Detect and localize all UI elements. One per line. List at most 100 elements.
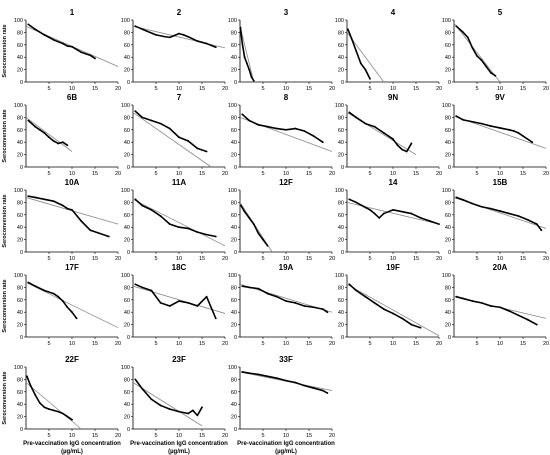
trend-line <box>132 285 226 314</box>
data-point <box>359 62 362 65</box>
data-point <box>43 33 46 36</box>
x-tick-label: 20 <box>222 341 228 347</box>
trend-line <box>346 283 440 337</box>
x-tick-label: 15 <box>199 171 205 177</box>
data-point <box>243 210 246 213</box>
y-tick-label: 100 <box>14 273 23 279</box>
data-point <box>187 412 190 415</box>
x-tick-label: 20 <box>436 86 442 92</box>
data-point <box>80 51 83 54</box>
x-tick-label: 10 <box>69 171 75 177</box>
data-point <box>508 212 511 215</box>
data-point <box>262 238 264 241</box>
chart-panel-6B: 6B 0 20 40 60 80 100 5 10 15 20 Seroconversion rate <box>2 93 121 177</box>
y-tick-label: 100 <box>228 273 237 279</box>
data-curve <box>27 23 96 60</box>
x-tick-label: 10 <box>390 256 396 262</box>
data-point <box>499 306 501 309</box>
data-point <box>196 231 199 234</box>
y-tick-label: 0 <box>341 335 344 341</box>
data-point <box>159 302 162 304</box>
panel-title: 11A <box>172 178 186 187</box>
data-point <box>168 127 171 130</box>
y-tick-label: 80 <box>445 30 451 36</box>
x-tick-label: 15 <box>306 86 312 92</box>
trend-line <box>25 117 73 152</box>
chart-panel-19F: 19F 0 20 40 60 80 100 5 10 15 20 <box>335 263 442 347</box>
x-tick-label: 15 <box>199 341 205 347</box>
data-curve <box>27 119 68 146</box>
y-tick-label: 20 <box>124 415 130 421</box>
data-curve <box>348 198 440 225</box>
y-tick-label: 40 <box>17 402 23 408</box>
data-point <box>466 36 469 39</box>
x-tick-label: 10 <box>283 171 289 177</box>
y-tick-label: 60 <box>124 298 130 304</box>
data-point <box>321 141 324 144</box>
data-point <box>522 135 524 137</box>
x-tick-label: 15 <box>413 341 419 347</box>
y-axis-label: Seroconversion rate <box>2 109 8 162</box>
data-point <box>205 150 208 153</box>
data-point <box>43 289 46 292</box>
y-tick-label: 100 <box>335 103 344 109</box>
panel-title: 7 <box>177 93 182 102</box>
y-axis-label: Seroconversion rate <box>2 194 8 247</box>
data-point <box>364 295 367 298</box>
y-tick-label: 100 <box>228 18 237 24</box>
y-tick-label: 40 <box>231 402 237 408</box>
chart-panel-11A: 11A 0 20 40 60 80 100 5 10 15 20 <box>121 178 228 262</box>
data-point <box>29 384 32 387</box>
y-tick-label: 100 <box>442 188 451 194</box>
y-tick-label: 20 <box>445 68 451 74</box>
x-tick-label: 20 <box>329 256 335 262</box>
data-point <box>71 45 73 48</box>
data-curve <box>347 29 371 80</box>
data-point <box>145 30 148 33</box>
y-tick-label: 100 <box>228 188 237 194</box>
y-tick-label: 100 <box>14 188 23 194</box>
panel-title: 17F <box>65 263 79 272</box>
y-tick-label: 100 <box>14 365 23 371</box>
x-tick-label: 20 <box>436 256 442 262</box>
x-tick-label: 20 <box>222 86 228 92</box>
data-point <box>246 62 248 65</box>
data-point <box>257 373 260 376</box>
panel-title: 15B <box>493 178 508 187</box>
data-point <box>396 144 399 147</box>
y-tick-label: 40 <box>124 225 130 231</box>
y-axis-label: Seroconversion rate <box>2 279 8 332</box>
data-point <box>438 223 440 226</box>
data-point <box>348 283 351 286</box>
y-tick-label: 0 <box>234 335 237 341</box>
y-tick-label: 20 <box>124 323 130 329</box>
data-point <box>428 220 431 222</box>
data-point <box>303 305 306 307</box>
x-tick-label: 10 <box>283 86 289 92</box>
data-point <box>214 235 217 238</box>
y-tick-label: 20 <box>231 68 237 74</box>
data-curve <box>28 195 110 238</box>
x-tick-label: 5 <box>368 341 371 347</box>
y-tick-label: 80 <box>231 200 237 206</box>
data-point <box>401 210 404 213</box>
y-tick-label: 40 <box>17 55 23 61</box>
x-axis-label-unit: (µg/mL) <box>275 449 297 455</box>
x-tick-label: 15 <box>413 86 419 92</box>
y-tick-label: 20 <box>17 153 23 159</box>
y-tick-label: 20 <box>231 323 237 329</box>
x-tick-label: 5 <box>368 256 371 262</box>
data-point <box>248 119 251 122</box>
data-point <box>52 409 55 412</box>
y-tick-label: 60 <box>231 128 237 134</box>
y-axis-label: Seroconversion rate <box>2 371 8 424</box>
x-tick-label: 20 <box>543 86 549 92</box>
data-point <box>326 392 329 394</box>
data-point <box>61 300 64 302</box>
data-point <box>355 289 358 292</box>
trend-line <box>132 112 212 168</box>
data-point <box>178 136 180 139</box>
y-tick-label: 20 <box>445 323 451 329</box>
